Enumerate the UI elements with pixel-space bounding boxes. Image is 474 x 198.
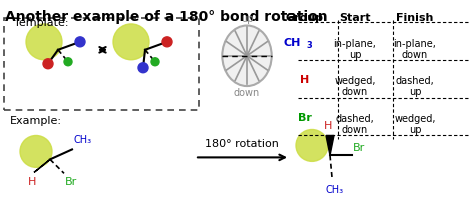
Text: up: up <box>241 14 253 24</box>
Text: CH₃: CH₃ <box>74 135 92 146</box>
Circle shape <box>151 58 159 66</box>
Text: Br: Br <box>298 112 312 123</box>
Text: 180° rotation: 180° rotation <box>205 139 279 149</box>
Circle shape <box>162 37 172 47</box>
Text: Example:: Example: <box>10 116 62 126</box>
Text: 3: 3 <box>306 41 312 50</box>
Text: in-plane,
down: in-plane, down <box>393 39 437 60</box>
Text: Br: Br <box>353 143 365 153</box>
Text: dashed,
down: dashed, down <box>336 114 374 135</box>
Circle shape <box>138 63 148 73</box>
Circle shape <box>296 129 328 161</box>
Circle shape <box>64 58 72 66</box>
Ellipse shape <box>222 26 272 86</box>
Text: H: H <box>324 122 332 131</box>
Circle shape <box>113 24 149 60</box>
Circle shape <box>20 135 52 167</box>
Text: CH: CH <box>283 38 301 48</box>
Text: H: H <box>301 75 310 85</box>
Circle shape <box>43 59 53 69</box>
Text: wedged,
down: wedged, down <box>334 76 376 97</box>
Text: wedged,
up: wedged, up <box>394 114 436 135</box>
Text: Template:: Template: <box>14 18 69 28</box>
Text: Another example of a 180° bond rotation: Another example of a 180° bond rotation <box>5 10 328 24</box>
Text: H: H <box>28 177 36 187</box>
FancyBboxPatch shape <box>4 18 199 109</box>
Text: down: down <box>234 88 260 98</box>
Text: CH₃: CH₃ <box>326 185 344 195</box>
Text: in-plane,
up: in-plane, up <box>334 39 376 60</box>
Polygon shape <box>34 159 50 172</box>
Circle shape <box>75 37 85 47</box>
Polygon shape <box>326 135 334 155</box>
Text: Finish: Finish <box>396 13 434 23</box>
Text: Group: Group <box>286 13 324 23</box>
Text: Br: Br <box>65 177 77 187</box>
Text: dashed,
up: dashed, up <box>396 76 434 97</box>
Text: Start: Start <box>339 13 371 23</box>
Circle shape <box>26 24 62 60</box>
